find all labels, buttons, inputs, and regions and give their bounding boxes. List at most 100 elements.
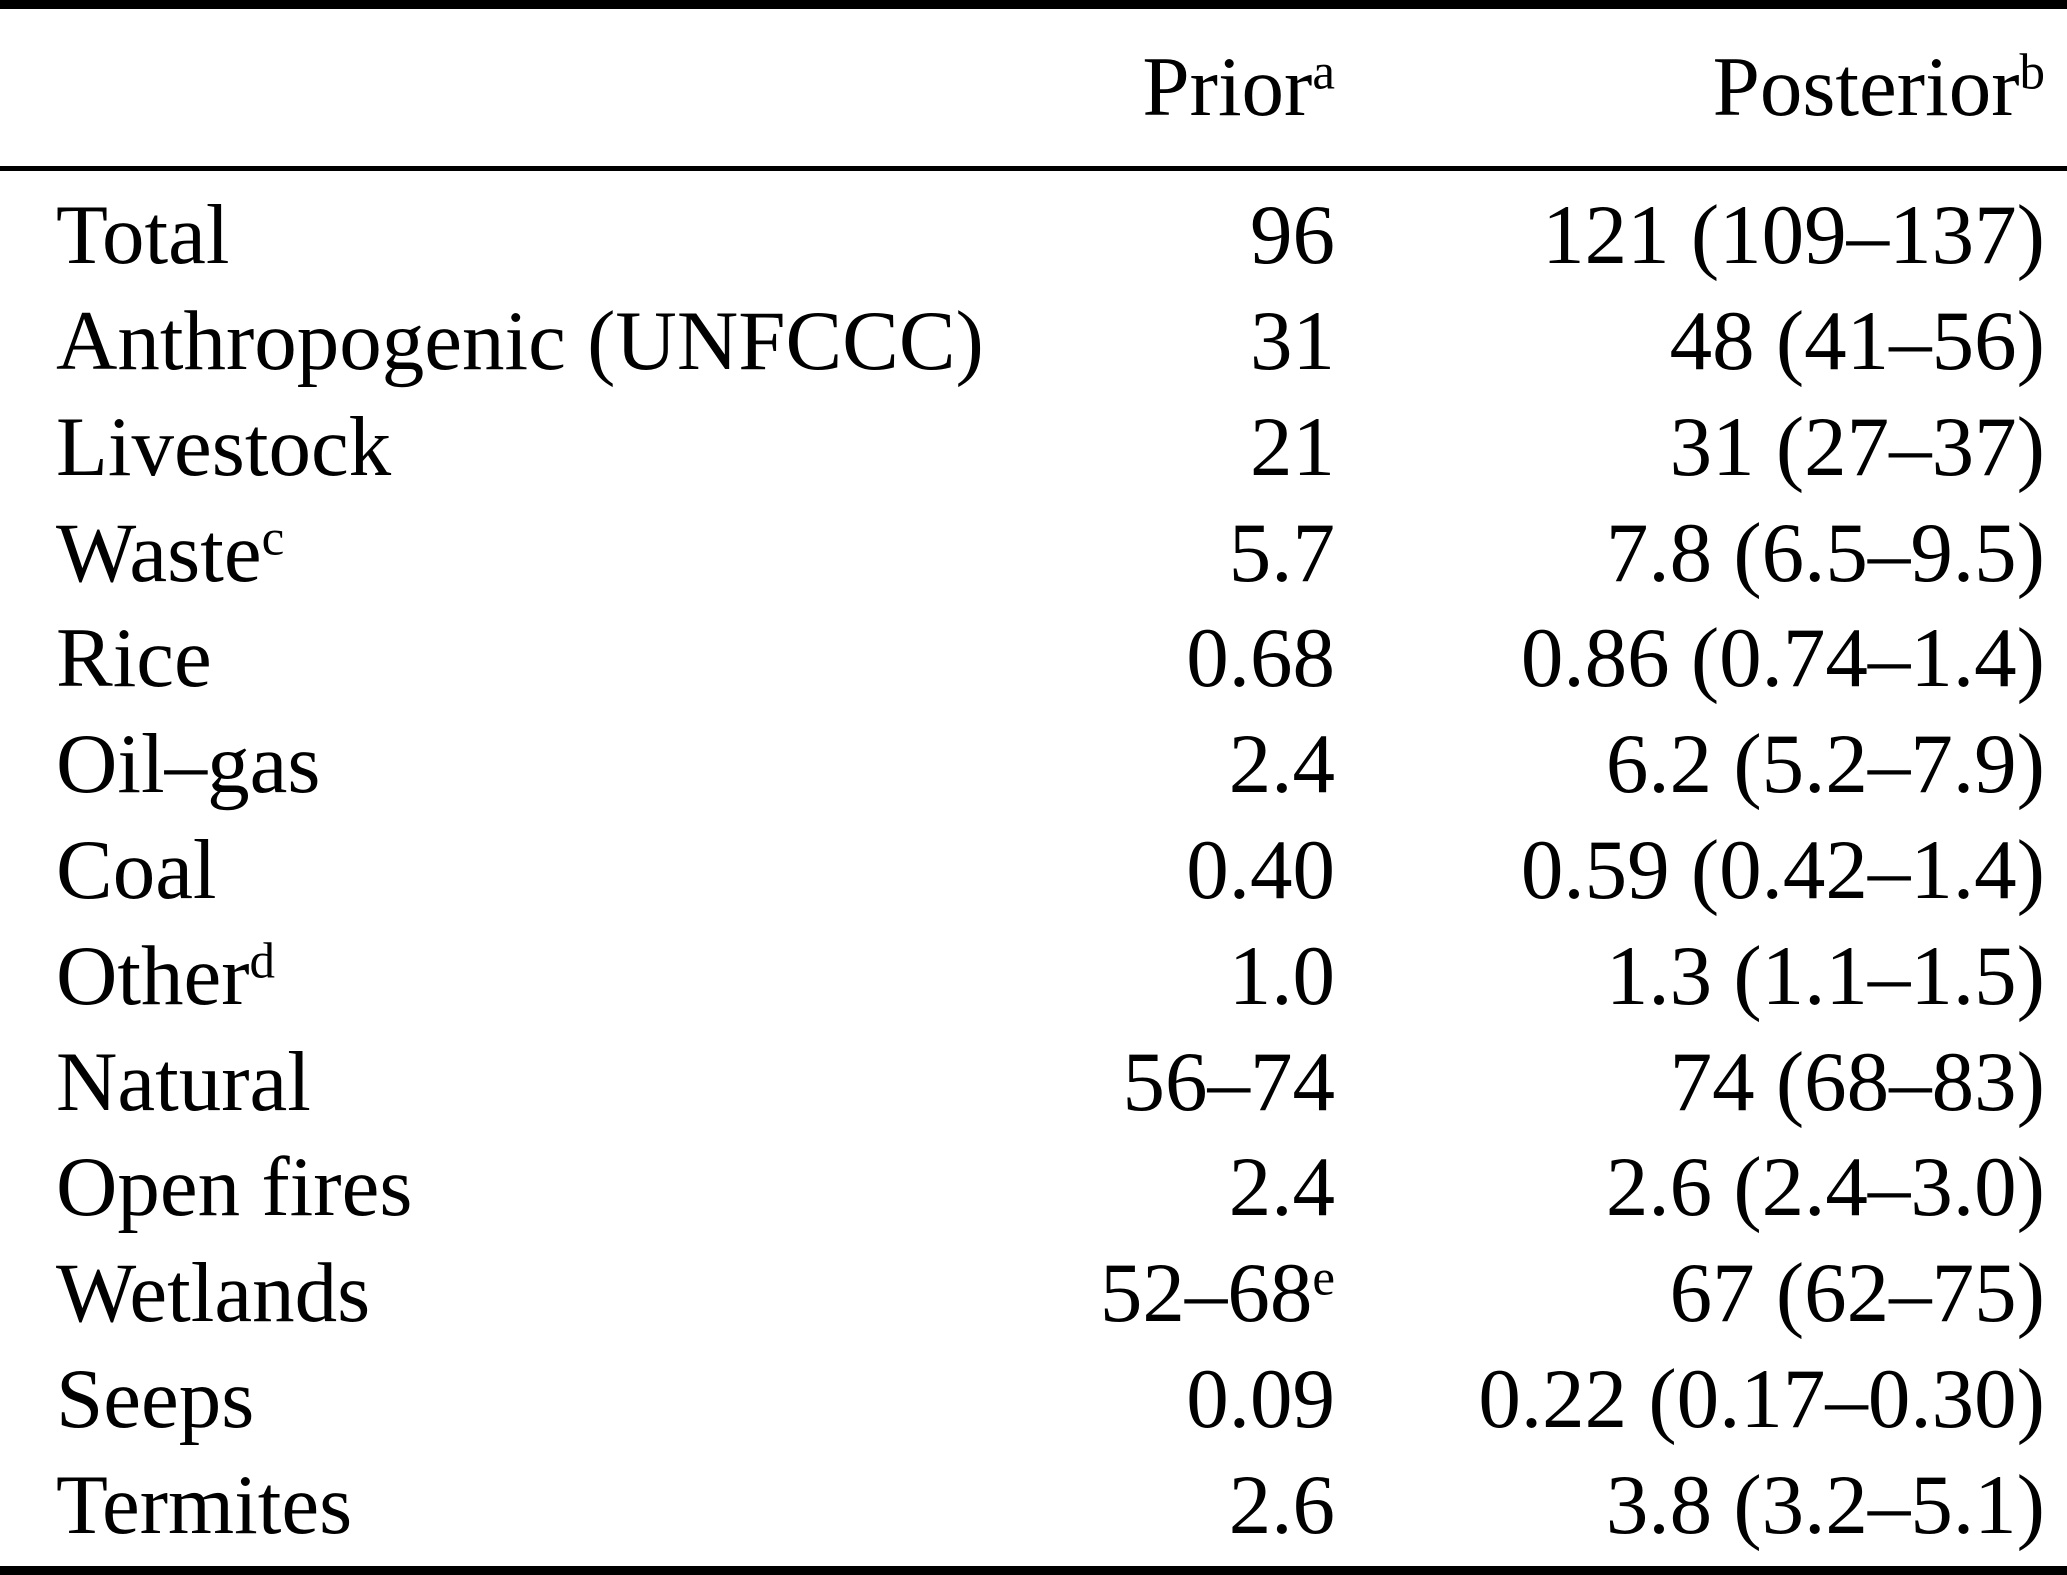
row-label-text: Waste (56, 505, 262, 600)
table-row: Anthropogenic (UNFCCC) 31 48 (41–56) (0, 289, 2067, 395)
row-label: Termites (56, 1462, 995, 1548)
prior-value: 2.6 (995, 1462, 1335, 1548)
table-row: Otherd 1.0 1.3 (1.1–1.5) (0, 923, 2067, 1029)
row-label-text: Other (56, 928, 250, 1023)
posterior-value-text: 3.8 (3.2–5.1) (1605, 1457, 2045, 1552)
prior-value-text: 96 (1250, 188, 1335, 283)
posterior-value-text: 67 (62–75) (1669, 1246, 2045, 1341)
row-label: Oil–gas (56, 722, 995, 807)
row-label: Open fires (56, 1145, 995, 1230)
posterior-value: 67 (62–75) (1335, 1251, 2045, 1336)
prior-value-text: 31 (1250, 294, 1335, 389)
prior-value-text: 2.4 (1228, 1140, 1335, 1235)
prior-value: 2.4 (995, 722, 1335, 807)
row-label: Rice (56, 616, 995, 701)
column-header-posterior: Posteriorb (1335, 45, 2045, 130)
table-body: Total 96 121 (109–137) Anthropogenic (UN… (0, 171, 2067, 1566)
table-top-rule (0, 0, 2067, 9)
row-label-text: Coal (56, 822, 217, 917)
row-label-superscript: d (249, 933, 276, 990)
row-label-text: Rice (56, 611, 212, 706)
table-row: Natural 56–74 74 (68–83) (0, 1029, 2067, 1135)
posterior-value-text: 0.59 (0.42–1.4) (1520, 822, 2045, 917)
posterior-value-text: 0.86 (0.74–1.4) (1520, 611, 2045, 706)
row-label-text: Anthropogenic (UNFCCC) (56, 294, 984, 389)
posterior-value-text: 2.6 (2.4–3.0) (1605, 1140, 2045, 1235)
table-row: Coal 0.40 0.59 (0.42–1.4) (0, 818, 2067, 924)
row-label: Anthropogenic (UNFCCC) (56, 299, 995, 384)
posterior-value-text: 74 (68–83) (1669, 1034, 2045, 1129)
posterior-value-text: 48 (41–56) (1669, 294, 2045, 389)
posterior-value: 0.59 (0.42–1.4) (1335, 827, 2045, 913)
row-label-text: Termites (56, 1457, 353, 1552)
posterior-value: 74 (68–83) (1335, 1039, 2045, 1125)
header-separator-rule (0, 166, 2067, 171)
prior-value-text: 0.09 (1186, 1351, 1335, 1446)
column-header-prior: Priora (995, 45, 1335, 130)
row-label: Coal (56, 827, 995, 913)
prior-value-text: 52–68 (1099, 1246, 1313, 1341)
posterior-value-text: 31 (27–37) (1669, 399, 2045, 494)
prior-value-text: 56–74 (1122, 1034, 1336, 1129)
prior-value-text: 2.6 (1228, 1457, 1335, 1552)
row-label: Livestock (56, 404, 995, 490)
prior-value: 1.0 (995, 933, 1335, 1019)
table-row: Wastec 5.7 7.8 (6.5–9.5) (0, 500, 2067, 606)
prior-value: 96 (995, 193, 1335, 278)
table-row: Seeps 0.09 0.22 (0.17–0.30) (0, 1346, 2067, 1452)
row-label-text: Oil–gas (56, 717, 321, 812)
row-label-text: Seeps (56, 1351, 255, 1446)
posterior-value: 0.22 (0.17–0.30) (1335, 1356, 2045, 1442)
table-bottom-rule (0, 1566, 2067, 1575)
posterior-value-text: 6.2 (5.2–7.9) (1605, 717, 2045, 812)
table-row: Rice 0.68 0.86 (0.74–1.4) (0, 606, 2067, 712)
table-row: Wetlands 52–68e 67 (62–75) (0, 1241, 2067, 1347)
posterior-value: 121 (109–137) (1335, 193, 2045, 278)
prior-value: 21 (995, 404, 1335, 490)
prior-value: 31 (995, 299, 1335, 384)
prior-value: 56–74 (995, 1039, 1336, 1125)
posterior-value: 31 (27–37) (1335, 404, 2045, 490)
prior-value: 52–68e (995, 1251, 1335, 1336)
posterior-value-text: 7.8 (6.5–9.5) (1605, 505, 2045, 600)
row-label: Seeps (56, 1356, 995, 1442)
posterior-value: 7.8 (6.5–9.5) (1335, 510, 2045, 596)
table-row: Termites 2.6 3.8 (3.2–5.1) (0, 1452, 2067, 1558)
row-label-text: Wetlands (56, 1246, 371, 1341)
prior-value-text: 5.7 (1228, 505, 1335, 600)
posterior-value-text: 1.3 (1.1–1.5) (1605, 928, 2045, 1023)
prior-value: 2.4 (995, 1145, 1335, 1230)
column-header-posterior-text: Posterior (1712, 40, 2020, 134)
prior-value-text: 0.40 (1186, 822, 1335, 917)
table-row: Total 96 121 (109–137) (0, 183, 2067, 289)
column-header-posterior-superscript: b (2019, 44, 2046, 101)
prior-value-text: 0.68 (1186, 611, 1335, 706)
row-label: Natural (56, 1039, 995, 1125)
posterior-value: 48 (41–56) (1335, 299, 2045, 384)
column-header-prior-text: Prior (1142, 40, 1313, 134)
posterior-value: 1.3 (1.1–1.5) (1335, 933, 2045, 1019)
posterior-value: 0.86 (0.74–1.4) (1335, 616, 2045, 701)
posterior-value-text: 121 (109–137) (1542, 188, 2045, 283)
prior-value: 5.7 (995, 510, 1335, 596)
prior-value: 0.40 (995, 827, 1335, 913)
table-header-row: Priora Posteriorb (0, 9, 2067, 166)
row-label-superscript: c (261, 510, 285, 567)
table-row: Livestock 21 31 (27–37) (0, 395, 2067, 501)
prior-value: 0.09 (995, 1356, 1335, 1442)
row-label-text: Open fires (56, 1140, 413, 1235)
prior-value: 0.68 (995, 616, 1335, 701)
row-label-text: Livestock (56, 399, 392, 494)
column-header-prior-superscript: a (1312, 44, 1335, 101)
row-label: Otherd (56, 933, 995, 1019)
posterior-value: 6.2 (5.2–7.9) (1335, 722, 2045, 807)
table-row: Open fires 2.4 2.6 (2.4–3.0) (0, 1135, 2067, 1241)
posterior-value: 2.6 (2.4–3.0) (1335, 1145, 2045, 1230)
row-label-text: Total (56, 188, 230, 283)
posterior-value-text: 0.22 (0.17–0.30) (1478, 1351, 2045, 1446)
row-label-text: Natural (56, 1034, 311, 1129)
prior-value-superscript: e (1312, 1250, 1335, 1307)
prior-value-text: 1.0 (1228, 928, 1335, 1023)
row-label: Total (56, 193, 995, 278)
